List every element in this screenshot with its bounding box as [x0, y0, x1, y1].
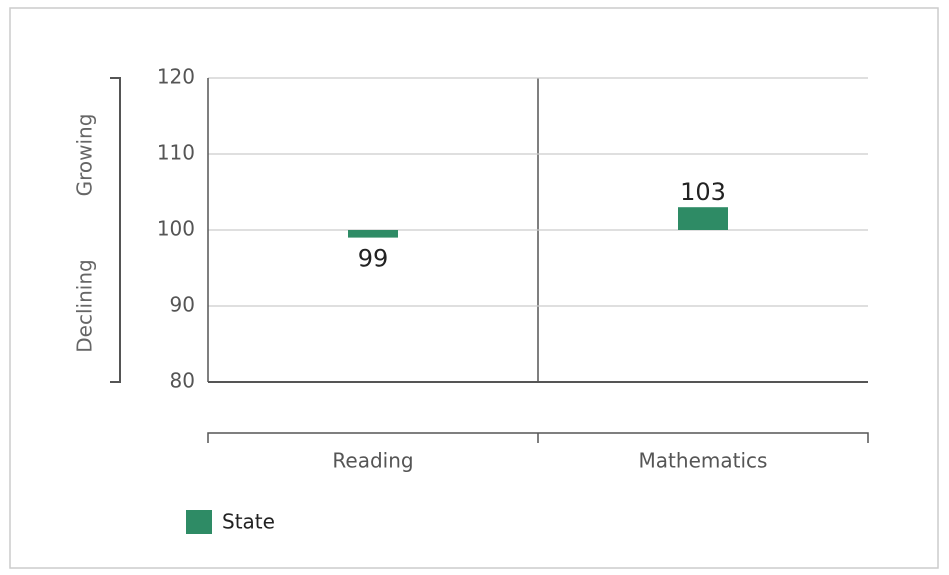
category-axis — [207, 432, 869, 443]
value-label: 103 — [680, 178, 726, 206]
declining-label: Declining — [73, 259, 97, 352]
bar — [348, 230, 398, 238]
y-tick-label: 80 — [170, 369, 195, 393]
growing-label: Growing — [73, 114, 97, 197]
y-tick-label: 90 — [170, 293, 195, 317]
value-label: 99 — [358, 245, 389, 273]
y-tick-label: 110 — [157, 141, 195, 165]
bar — [678, 207, 728, 230]
bracket — [110, 77, 121, 383]
y-tick-label: 100 — [157, 217, 195, 241]
legend-label: State — [222, 510, 275, 534]
x-tick-label: Mathematics — [639, 449, 768, 473]
panel — [9, 7, 939, 569]
x-tick-label: Reading — [332, 449, 413, 473]
y-tick-label: 120 — [157, 65, 195, 89]
legend-swatch — [186, 510, 212, 534]
